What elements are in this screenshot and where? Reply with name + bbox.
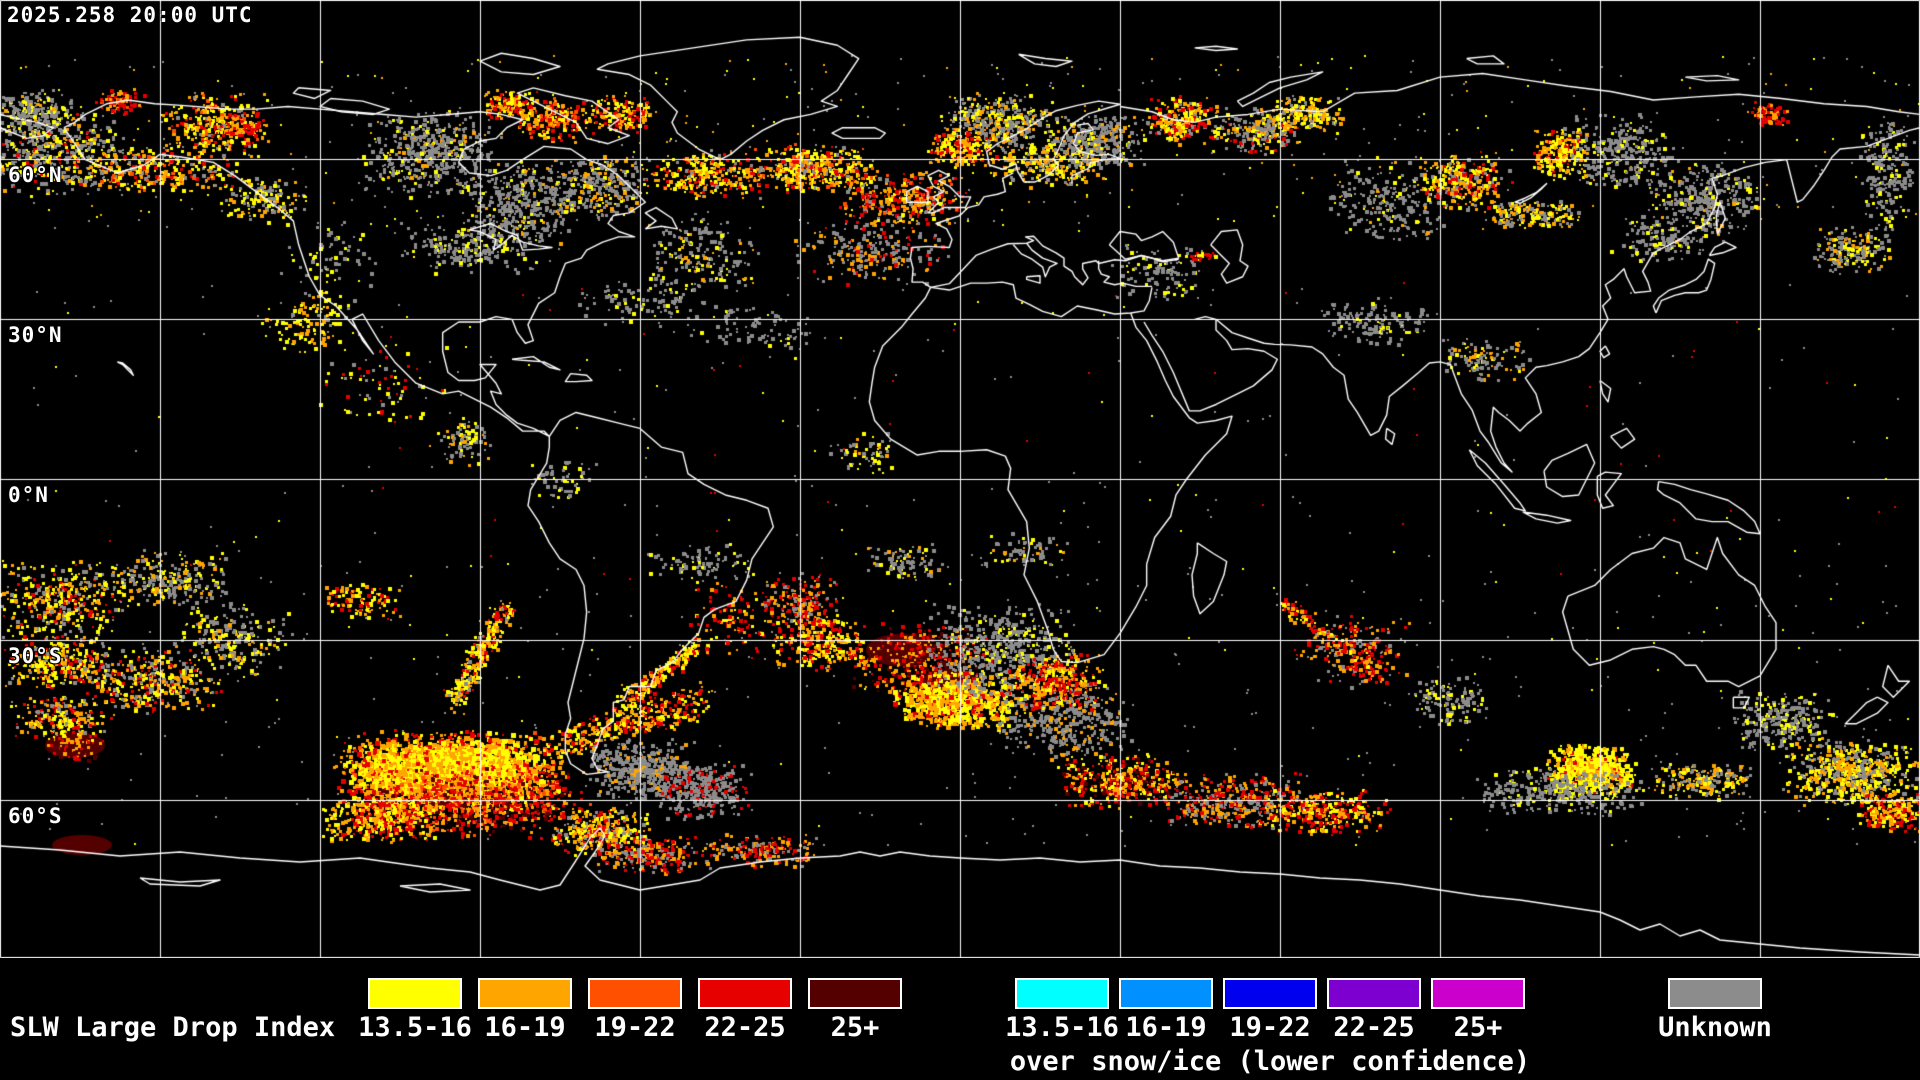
swatch-dark-orange	[588, 978, 682, 1009]
legend-item-slw-2: 16-19	[478, 978, 572, 1043]
swatch-label: Unknown	[1658, 1012, 1772, 1043]
world-map-canvas	[0, 0, 1920, 958]
swatch-cyan	[1015, 978, 1109, 1009]
swatch-label: 25+	[830, 1012, 880, 1043]
lat-label-30s: 30°S	[8, 644, 63, 668]
lat-label-0n: 0°N	[8, 483, 49, 507]
swatch-label: 16-19	[1125, 1012, 1207, 1043]
legend-item-snow-3: 19-22	[1223, 978, 1317, 1043]
swatch-label: 25+	[1453, 1012, 1503, 1043]
swatch-orange	[478, 978, 572, 1009]
swatch-azure	[1119, 978, 1213, 1009]
snow-legend-subtitle: over snow/ice (lower confidence)	[1009, 1046, 1531, 1077]
legend-item-slw-1: 13.5-16	[358, 978, 472, 1043]
legend-item-snow-4: 22-25	[1327, 978, 1421, 1043]
swatch-label: 22-25	[1333, 1012, 1415, 1043]
legend-item-slw-3: 19-22	[588, 978, 682, 1043]
swatch-blue	[1223, 978, 1317, 1009]
lat-label-60s: 60°S	[8, 804, 63, 828]
legend-item-snow-5: 25+	[1431, 978, 1525, 1043]
swatch-magenta	[1431, 978, 1525, 1009]
swatch-label: 16-19	[484, 1012, 566, 1043]
legend-item-snow-1: 13.5-16	[1005, 978, 1119, 1043]
swatch-label: 19-22	[1229, 1012, 1311, 1043]
lat-label-60n: 60°N	[8, 163, 63, 187]
swatch-label: 13.5-16	[1005, 1012, 1119, 1043]
swatch-label: 22-25	[704, 1012, 786, 1043]
swatch-dark-red	[808, 978, 902, 1009]
legend-item-slw-4: 22-25	[698, 978, 792, 1043]
swatch-label: 13.5-16	[358, 1012, 472, 1043]
lat-label-30n: 30°N	[8, 323, 63, 347]
swatch-purple	[1327, 978, 1421, 1009]
swatch-label: 19-22	[594, 1012, 676, 1043]
swatch-red	[698, 978, 792, 1009]
timestamp-label: 2025.258 20:00 UTC	[7, 3, 253, 27]
slw-legend-title: SLW Large Drop Index	[10, 1012, 336, 1043]
legend-item-slw-5: 25+	[808, 978, 902, 1043]
legend-item-unknown: Unknown	[1658, 978, 1772, 1043]
swatch-yellow	[368, 978, 462, 1009]
swatch-unknown-gray	[1668, 978, 1762, 1009]
legend-item-snow-2: 16-19	[1119, 978, 1213, 1043]
